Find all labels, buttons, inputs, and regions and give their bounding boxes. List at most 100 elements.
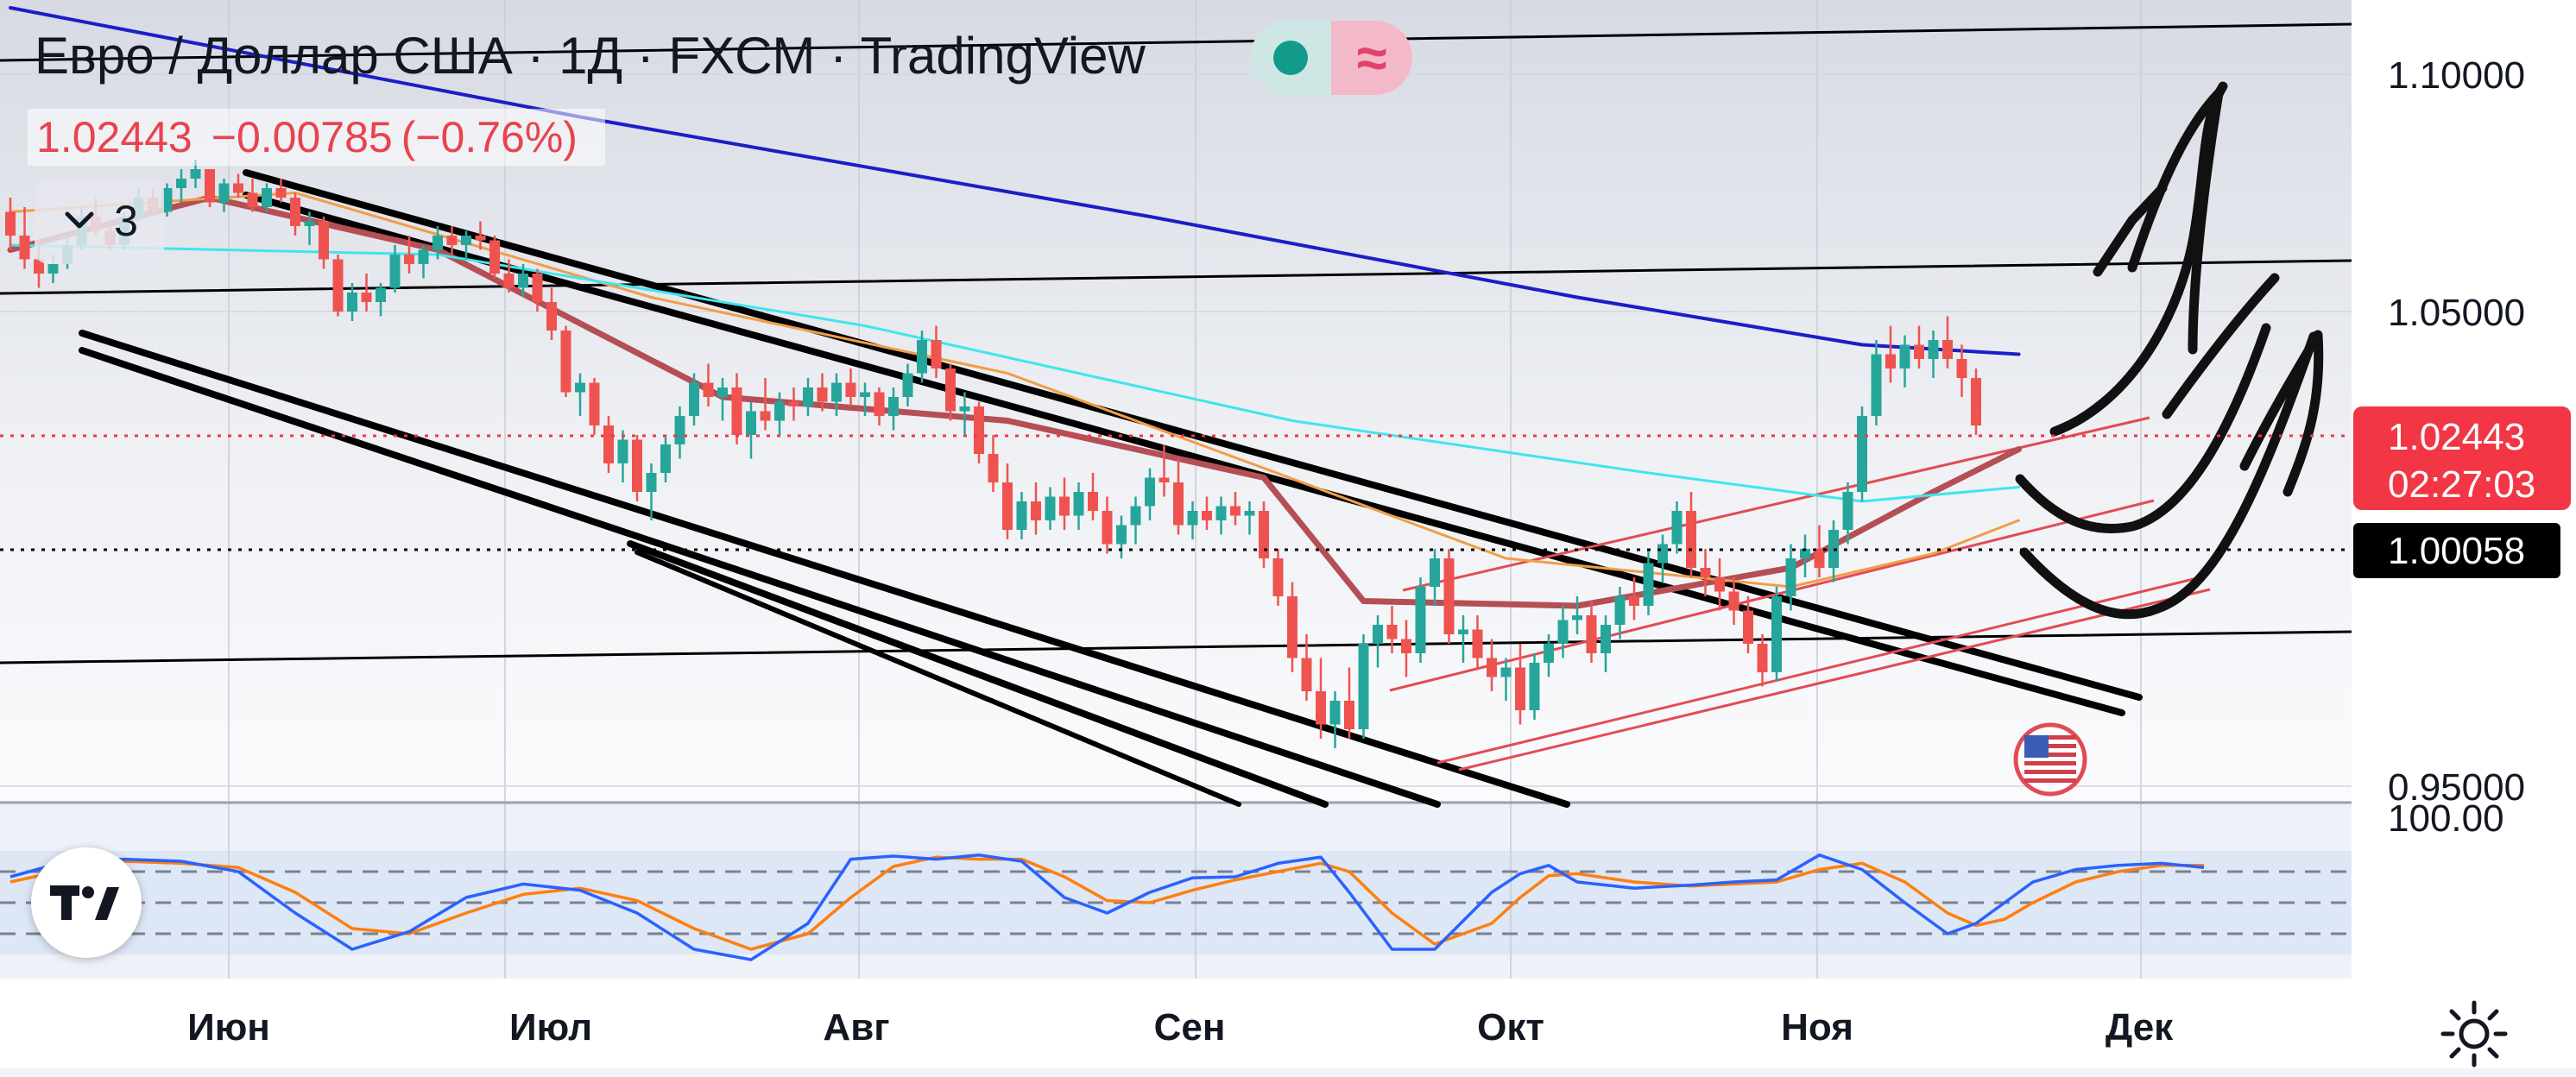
candle xyxy=(1159,444,1170,497)
time-tick-label: Июн xyxy=(187,1006,270,1049)
indicators-collapse-button[interactable]: 3 xyxy=(35,178,164,264)
last-price-value: 1.02443 xyxy=(36,113,193,161)
sun-gear-icon xyxy=(2440,1000,2508,1068)
candle xyxy=(945,363,956,421)
candle-body xyxy=(1700,568,1711,577)
candle xyxy=(1614,587,1626,639)
candle-body xyxy=(461,236,471,245)
candle-body xyxy=(703,382,714,397)
bottom-border xyxy=(0,1068,2576,1077)
candle xyxy=(247,179,258,212)
candle xyxy=(1586,601,1597,663)
candle xyxy=(1173,458,1184,535)
candle xyxy=(1515,644,1525,725)
change-percent: (−0.76%) xyxy=(401,113,578,161)
candle-body xyxy=(1116,525,1127,545)
candle-body xyxy=(860,392,870,397)
candle-body xyxy=(205,169,215,203)
candle-body xyxy=(1002,482,1013,530)
candle xyxy=(845,368,856,406)
flag-stripe xyxy=(2024,744,2076,748)
candle-body xyxy=(1329,701,1341,725)
candle xyxy=(1031,482,1041,535)
candle-body xyxy=(1145,477,1155,507)
candle xyxy=(1401,620,1411,677)
candle-body xyxy=(1942,340,1953,359)
crosshair-price-label-value: 1.00058 xyxy=(2388,530,2525,572)
candle xyxy=(1329,691,1341,748)
freehand-stroke xyxy=(2015,323,2271,534)
candle-body xyxy=(1814,549,1825,568)
candle xyxy=(19,207,30,269)
price-tick-label: 1.10000 xyxy=(2388,54,2525,97)
candle-body xyxy=(1857,416,1867,492)
candle-body xyxy=(1088,492,1098,511)
oscillator-upper-label: 100.00 xyxy=(2388,797,2504,840)
candle xyxy=(1358,634,1369,739)
candle-body xyxy=(1102,511,1113,545)
candle xyxy=(860,382,870,416)
candle xyxy=(1088,473,1098,520)
candle xyxy=(974,401,984,463)
candle xyxy=(1971,368,1981,435)
candle-body xyxy=(717,387,728,397)
candle xyxy=(1643,549,1654,615)
us-flag-icon[interactable] xyxy=(2013,722,2087,797)
candle xyxy=(1059,477,1070,530)
candle xyxy=(803,378,813,416)
candle-body xyxy=(1614,596,1626,625)
candle-body xyxy=(432,236,443,250)
candle xyxy=(1287,582,1297,672)
candle xyxy=(1956,344,1967,397)
candle xyxy=(319,217,329,269)
candle xyxy=(1572,596,1582,634)
candle-body xyxy=(1743,610,1753,644)
candle xyxy=(1430,549,1440,606)
ma-slow-line xyxy=(9,192,2020,589)
channel-line xyxy=(1458,588,2211,772)
trendline xyxy=(627,540,1329,808)
candle xyxy=(1145,468,1155,520)
candle-body xyxy=(1842,492,1853,530)
candle xyxy=(1942,316,1953,368)
candle xyxy=(931,325,942,378)
candle xyxy=(1629,577,1639,620)
candle-body xyxy=(1386,625,1398,639)
trendline xyxy=(635,550,1241,807)
stoch-d-line xyxy=(9,855,2204,951)
candle xyxy=(1771,587,1782,682)
candle xyxy=(674,406,685,459)
candle xyxy=(731,373,742,444)
candle xyxy=(1814,525,1825,577)
candle-body xyxy=(233,183,243,193)
candle xyxy=(959,392,970,435)
trendline xyxy=(243,192,2125,716)
candle-body xyxy=(475,236,486,241)
candle-body xyxy=(532,274,543,302)
market-status-pill[interactable]: ≈ xyxy=(1250,21,1412,95)
candle-body xyxy=(304,221,315,226)
candle xyxy=(617,430,628,482)
candle xyxy=(817,373,828,412)
candle xyxy=(660,435,671,482)
candle-body xyxy=(902,373,913,397)
price-tick-label: 0.95000 xyxy=(2388,766,2525,809)
freehand-stroke xyxy=(2093,183,2168,277)
freehand-stroke xyxy=(2162,273,2280,419)
candle xyxy=(1899,335,1910,387)
candle xyxy=(632,435,642,501)
candle xyxy=(1800,534,1810,577)
candle xyxy=(304,211,315,245)
ma-blue-line xyxy=(9,6,2021,356)
candle xyxy=(1215,496,1227,535)
candle xyxy=(717,378,728,421)
tradingview-logo-icon xyxy=(50,885,119,920)
candle xyxy=(332,255,344,317)
trendline xyxy=(0,259,2353,295)
candle-body xyxy=(1586,615,1597,653)
tradingview-logo[interactable] xyxy=(31,847,142,958)
candle xyxy=(347,283,357,321)
chart-settings-button[interactable] xyxy=(2438,998,2510,1070)
candle xyxy=(1500,658,1512,701)
